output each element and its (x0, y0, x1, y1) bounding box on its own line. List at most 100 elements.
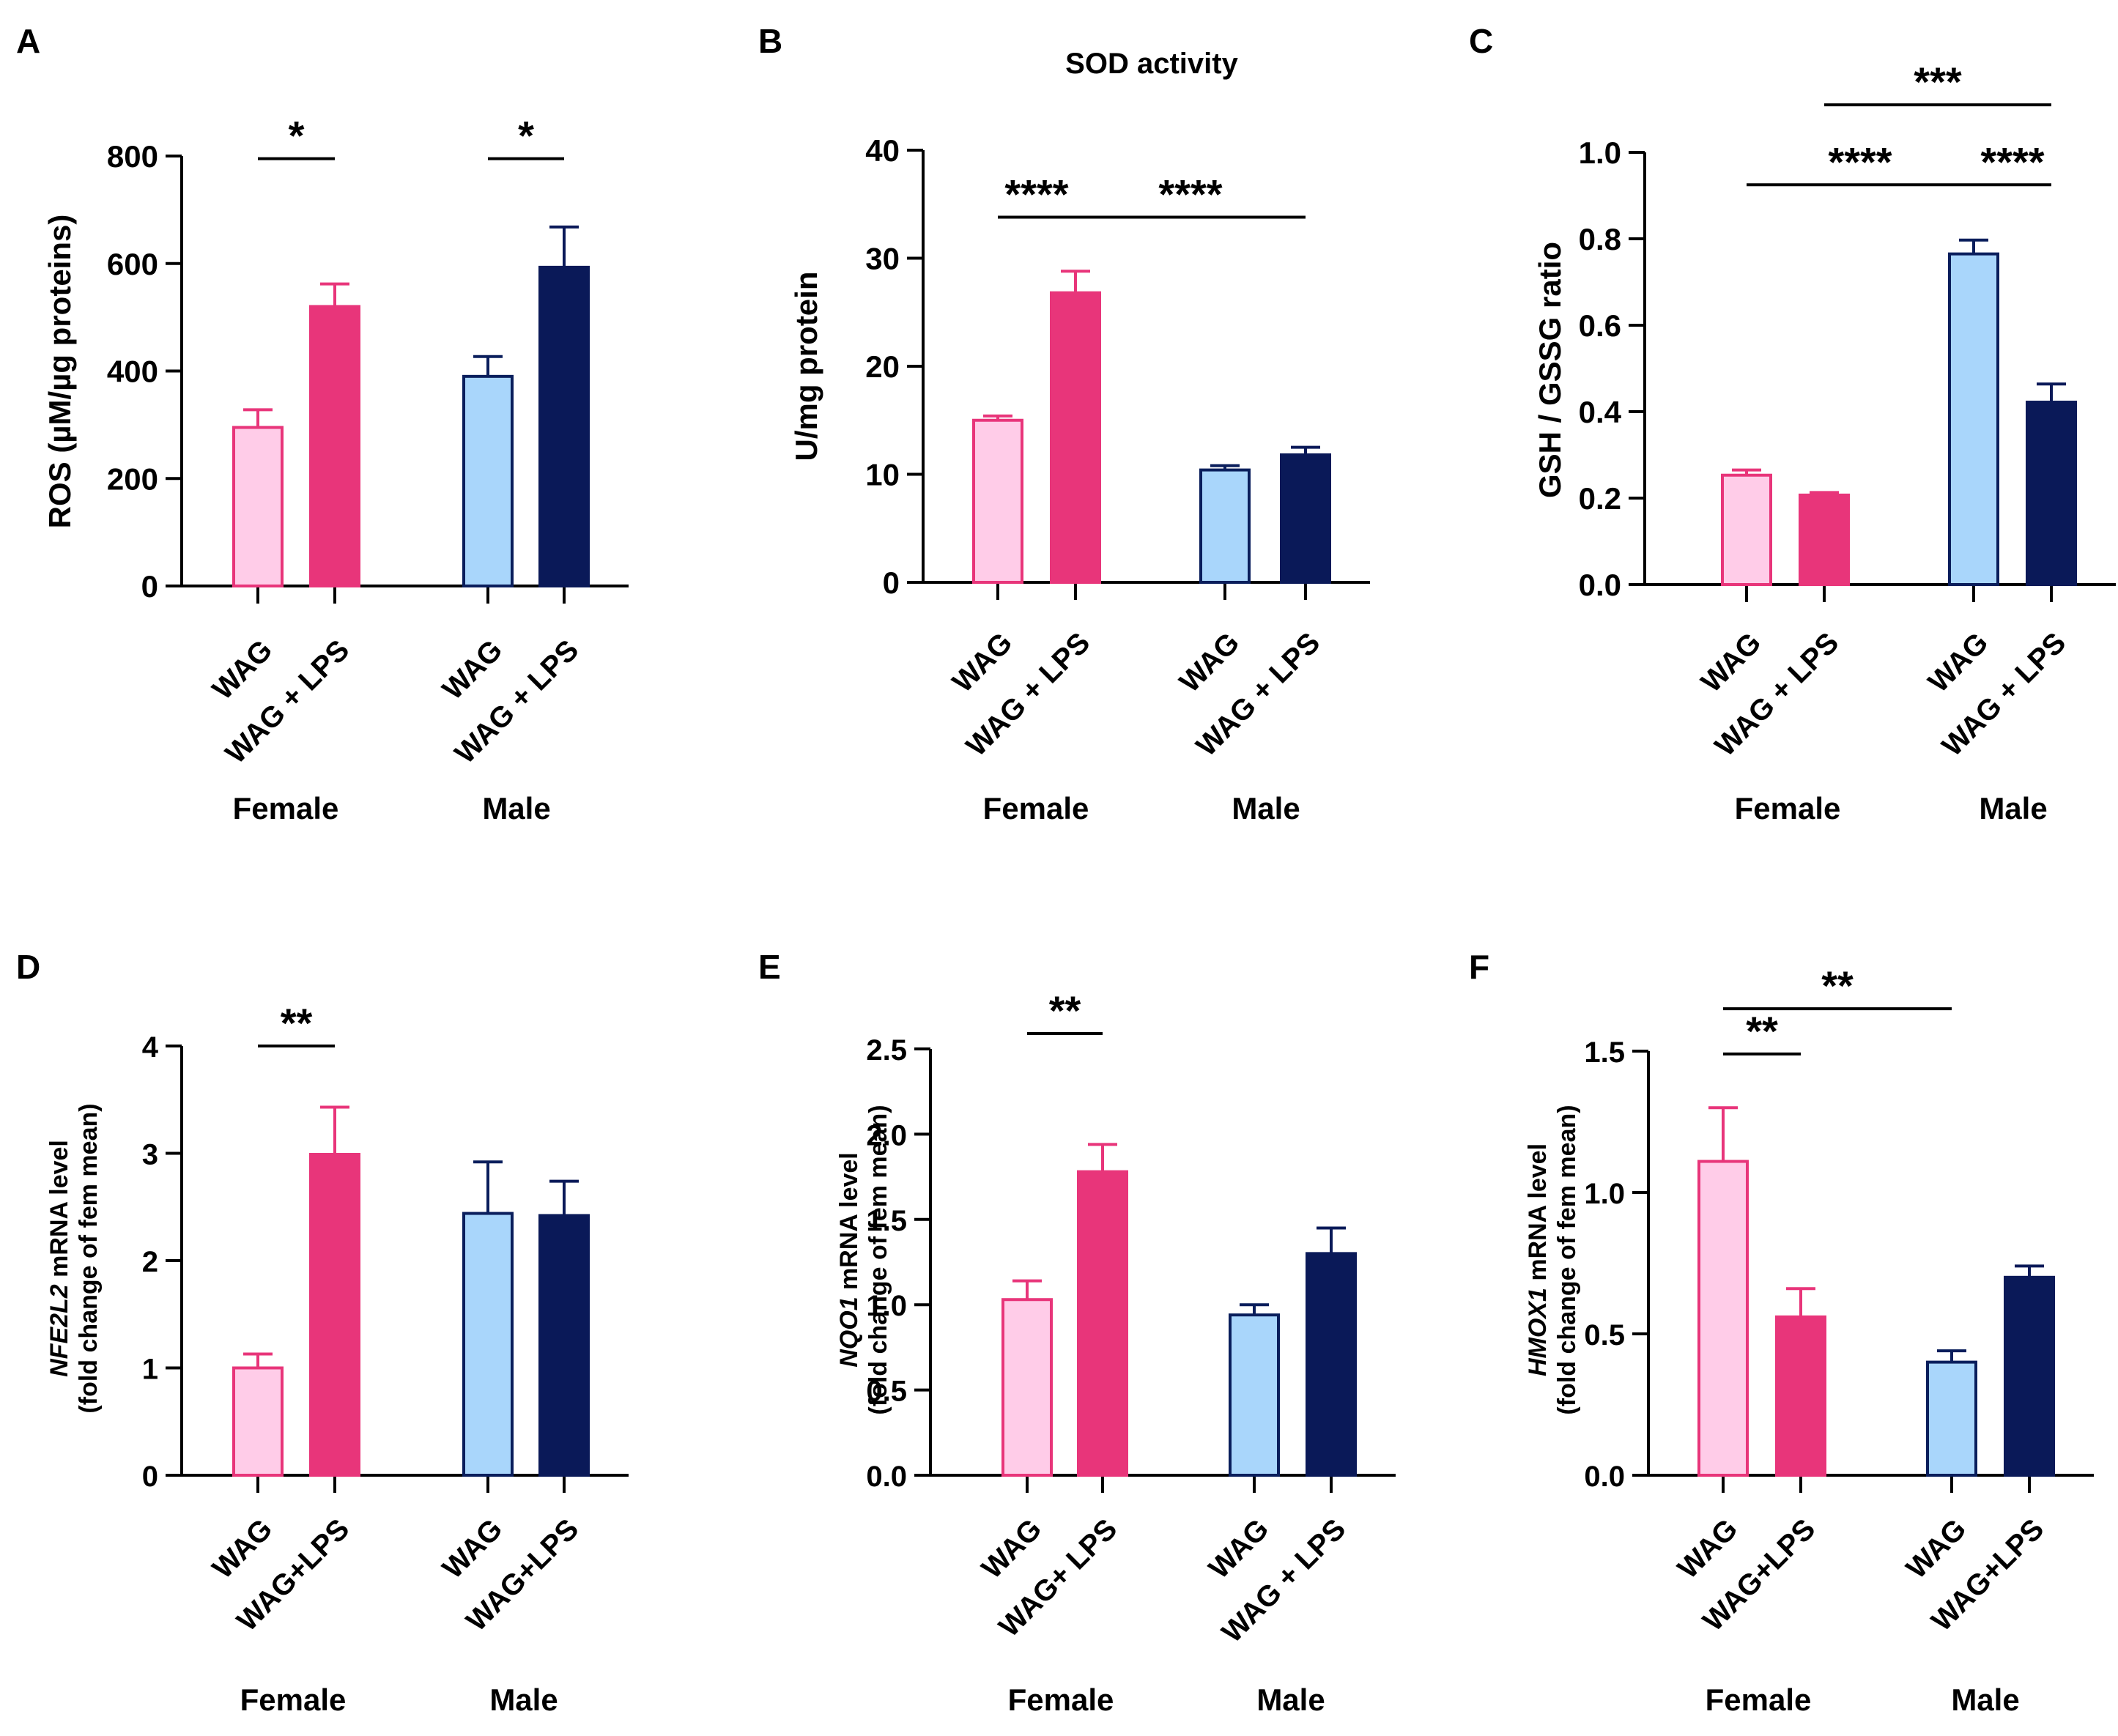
significance-label: **** (1828, 138, 1892, 185)
bar-4 (1306, 1252, 1357, 1477)
y-axis-label-text: mRNA level (835, 1152, 863, 1297)
panel-label: B (758, 22, 782, 60)
group-label-female: Female (240, 1683, 347, 1717)
y-axis-gene-name: HMOX1 (1524, 1288, 1552, 1376)
bar-1 (1721, 473, 1772, 586)
y-axis-label-line1: HMOX1 mRNA level (1524, 1143, 1552, 1376)
bar-3 (462, 1212, 514, 1477)
bar-1 (1001, 1298, 1053, 1477)
bar-1 (972, 418, 1023, 584)
y-axis-label-line2: (fold change of fem mean) (1553, 1105, 1581, 1414)
y-tick-label: 1.5 (866, 1205, 907, 1237)
y-axis-gene-name: NQO1 (835, 1297, 863, 1367)
panel-e: E 0.0 0.5 1.0 1.5 2.0 2.5 NQO1 mRNA level (fold … (758, 948, 1396, 1717)
x-tick-label: WAG (947, 626, 1019, 699)
bar-2 (1077, 1170, 1128, 1477)
group-label-female: Female (233, 791, 339, 826)
panel-b: B SOD activity 0 10 20 30 40 U/mg protein WAG WAG… (758, 22, 1370, 826)
bar-4 (1280, 453, 1331, 585)
x-tick-label: WAG (207, 1513, 279, 1585)
y-tick-label: 0 (142, 1461, 158, 1493)
y-tick-label: 0.0 (1584, 1461, 1625, 1493)
y-tick-label: 600 (107, 247, 158, 281)
y-axis-label: ROS (µM/µg proteins) (42, 215, 77, 529)
bar-2 (309, 305, 360, 587)
y-tick-label: 0.0 (866, 1461, 907, 1493)
y-axis-label: U/mg protein (789, 272, 823, 461)
y-tick-label: 4 (142, 1031, 159, 1064)
bar-3 (1229, 1313, 1280, 1477)
group-label-male: Male (1256, 1683, 1325, 1717)
y-tick-label: 1.0 (1579, 136, 1621, 170)
y-tick-label: 30 (865, 242, 900, 276)
significance-label: ** (1049, 987, 1081, 1034)
y-axis-label-line1: NQO1 mRNA level (835, 1152, 863, 1368)
bar-1 (232, 426, 284, 588)
bar-1 (232, 1366, 284, 1477)
bar-4 (2004, 1275, 2055, 1477)
y-tick-label: 0.4 (1579, 395, 1622, 429)
panel-c: C 0.0 0.2 0.4 0.6 0.8 1.0 GSH / GSSG ratio WAG WA… (1469, 22, 2116, 826)
bar-2 (1799, 493, 1850, 586)
y-tick-label: 0 (883, 565, 900, 600)
significance-label: **** (1980, 138, 2044, 185)
x-tick-label: WAG (437, 1513, 509, 1585)
y-tick-label: 0.8 (1579, 222, 1621, 256)
group-label-male: Male (1979, 791, 2047, 826)
y-tick-label: 40 (865, 133, 900, 168)
x-tick-label: WAG (437, 634, 509, 706)
y-tick-label: 0.2 (1579, 481, 1621, 516)
y-tick-label: 800 (107, 139, 158, 174)
group-label-male: Male (1951, 1683, 2019, 1717)
x-tick-label: WAG (1672, 1513, 1744, 1585)
group-label-female: Female (1706, 1683, 1812, 1717)
significance-label: ** (1821, 962, 1854, 1009)
bar-4 (538, 265, 590, 587)
y-tick-label: 0 (141, 569, 158, 604)
y-tick-label: 1.0 (866, 1290, 907, 1322)
x-tick-label: WAG (1900, 1513, 1973, 1585)
panel-label: E (758, 948, 781, 986)
significance-label: * (289, 113, 305, 159)
x-tick-label: WAG (1922, 626, 1995, 699)
bar-3 (1199, 468, 1251, 584)
y-tick-label: 400 (107, 355, 158, 389)
y-tick-label: 0.5 (866, 1376, 907, 1408)
x-tick-label: WAG (1695, 626, 1768, 699)
y-axis-label-text: mRNA level (1524, 1143, 1552, 1288)
panel-f: F 0.0 0.5 1.0 1.5 HMOX1 mRNA level (fold chang… (1469, 948, 2094, 1717)
significance-label: **** (1158, 171, 1222, 217)
group-label-female: Female (1008, 1683, 1114, 1717)
bar-3 (462, 374, 514, 588)
bar-2 (1050, 291, 1101, 584)
y-tick-label: 2 (142, 1246, 158, 1278)
y-tick-label: 200 (107, 461, 158, 496)
y-axis-label-line1: NFE2L2 mRNA level (45, 1140, 73, 1377)
panel-a: A 0 200 400 600 800 ROS (µM/µg proteins) WAG WAG… (16, 22, 629, 826)
bar-2 (1775, 1315, 1826, 1477)
y-tick-label: 0.5 (1584, 1319, 1625, 1351)
y-tick-label: 20 (865, 349, 900, 384)
y-axis-label: GSH / GSSG ratio (1533, 242, 1567, 498)
group-label-male: Male (1232, 791, 1300, 826)
significance-label: ** (1746, 1008, 1778, 1054)
significance-label: *** (1914, 59, 1962, 105)
bar-4 (538, 1214, 590, 1477)
y-tick-label: 1.0 (1584, 1178, 1625, 1210)
group-label-male: Male (482, 791, 550, 826)
bar-4 (2026, 401, 2077, 587)
panel-label: D (16, 948, 40, 986)
y-tick-label: 2.0 (866, 1119, 907, 1151)
panel-label: F (1469, 948, 1489, 986)
group-label-female: Female (983, 791, 1089, 826)
significance-label: **** (1004, 171, 1068, 217)
bar-2 (309, 1152, 360, 1477)
chart-title: SOD activity (1065, 48, 1238, 80)
y-tick-label: 3 (142, 1139, 158, 1171)
panel-label: A (16, 22, 40, 60)
group-label-female: Female (1735, 791, 1841, 826)
y-tick-label: 1 (142, 1354, 158, 1386)
bar-1 (1697, 1160, 1749, 1477)
x-tick-label: WAG (1203, 1513, 1275, 1585)
